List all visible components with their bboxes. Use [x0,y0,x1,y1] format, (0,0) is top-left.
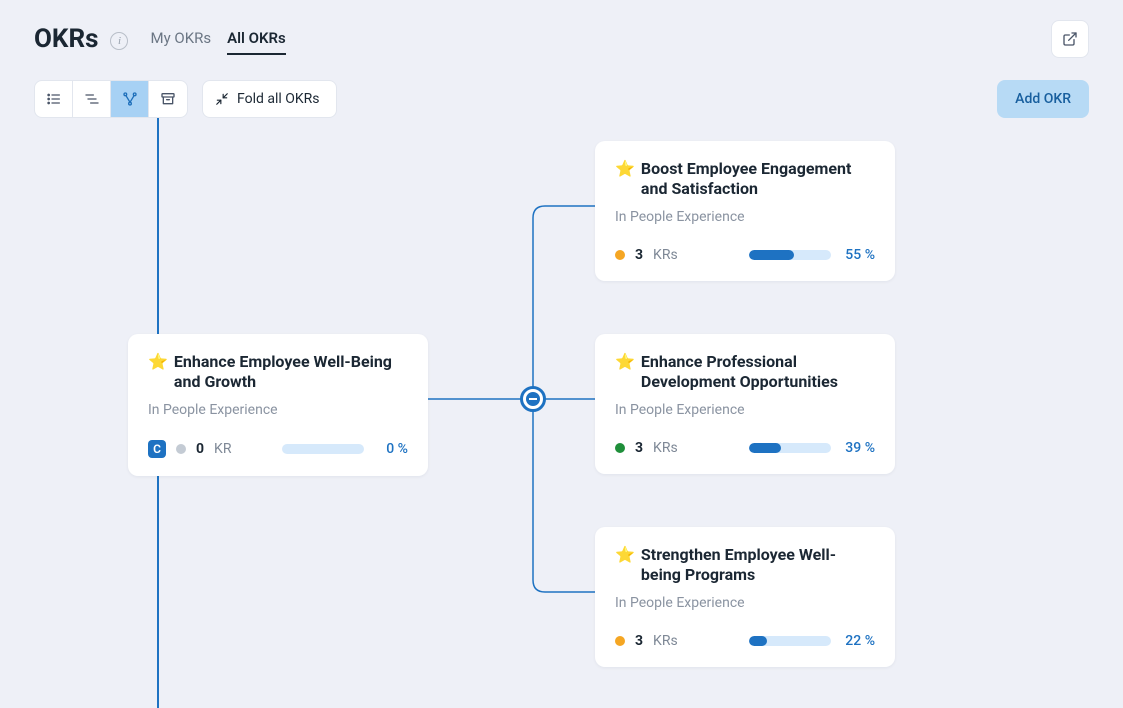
status-dot [615,443,625,453]
progress-percent: 22 % [841,633,875,649]
progress-fill [749,250,794,260]
alignment-icon [84,91,100,107]
okr-title: Enhance Professional Development Opportu… [641,352,875,392]
star-icon: ⭐ [615,545,635,565]
external-link-icon [1062,31,1078,47]
tab-all-okrs[interactable]: All OKRs [227,29,286,55]
status-dot [176,444,186,454]
view-list-button[interactable] [35,81,73,117]
okr-subtitle: In People Experience [615,209,875,225]
view-archive-button[interactable] [149,81,187,117]
okr-title: Enhance Employee Well-Being and Growth [174,352,408,392]
progress-bar [749,636,831,646]
tree-canvas: ⭐ Enhance Employee Well-Being and Growth… [0,118,1123,708]
kr-label: KRs [653,440,678,456]
progress-bar [749,443,831,453]
collapse-toggle[interactable] [520,386,546,412]
okr-card-root[interactable]: ⭐ Enhance Employee Well-Being and Growth… [128,334,428,476]
progress-fill [749,636,767,646]
okr-card-child[interactable]: ⭐ Strengthen Employee Well-being Program… [595,527,895,667]
status-dot [615,636,625,646]
page-title: OKRs [34,24,98,54]
archive-icon [160,91,176,107]
progress-fill [749,443,781,453]
okr-subtitle: In People Experience [148,402,408,418]
progress-bar [749,250,831,260]
progress-percent: 0 % [374,441,408,457]
add-okr-button[interactable]: Add OKR [997,80,1089,118]
kr-label: KRs [653,247,678,263]
progress-percent: 55 % [841,247,875,263]
okr-title: Boost Employee Engagement and Satisfacti… [641,159,875,199]
status-dot [615,250,625,260]
page-header: OKRs i My OKRs All OKRs [0,0,1123,58]
fold-all-label: Fold all OKRs [237,91,320,107]
okr-card-child[interactable]: ⭐ Enhance Professional Development Oppor… [595,334,895,474]
star-icon: ⭐ [615,352,635,372]
kr-count: 0 [196,441,204,457]
view-alignment-button[interactable] [73,81,111,117]
okr-subtitle: In People Experience [615,402,875,418]
okr-subtitle: In People Experience [615,595,875,611]
progress-percent: 39 % [841,440,875,456]
kr-count: 3 [635,247,643,263]
kr-count: 3 [635,633,643,649]
tab-my-okrs[interactable]: My OKRs [150,29,211,55]
star-icon: ⭐ [148,352,168,372]
view-tree-button[interactable] [111,81,149,117]
okr-title: Strengthen Employee Well-being Programs [641,545,875,585]
star-icon: ⭐ [615,159,635,179]
list-icon [46,91,62,107]
kr-label: KR [214,441,231,457]
progress-bar [282,444,364,454]
view-switch [34,80,188,118]
minus-icon [526,392,540,406]
owner-avatar[interactable]: C [148,440,166,458]
toolbar: Fold all OKRs Add OKR [0,58,1123,118]
open-external-button[interactable] [1051,20,1089,58]
kr-label: KRs [653,633,678,649]
tree-icon [122,91,138,107]
add-okr-label: Add OKR [1015,91,1071,107]
kr-count: 3 [635,440,643,456]
collapse-arrows-icon [215,92,229,106]
okr-card-child[interactable]: ⭐ Boost Employee Engagement and Satisfac… [595,141,895,281]
info-icon[interactable]: i [110,32,128,50]
fold-all-button[interactable]: Fold all OKRs [202,80,337,118]
tabs: My OKRs All OKRs [150,29,285,55]
